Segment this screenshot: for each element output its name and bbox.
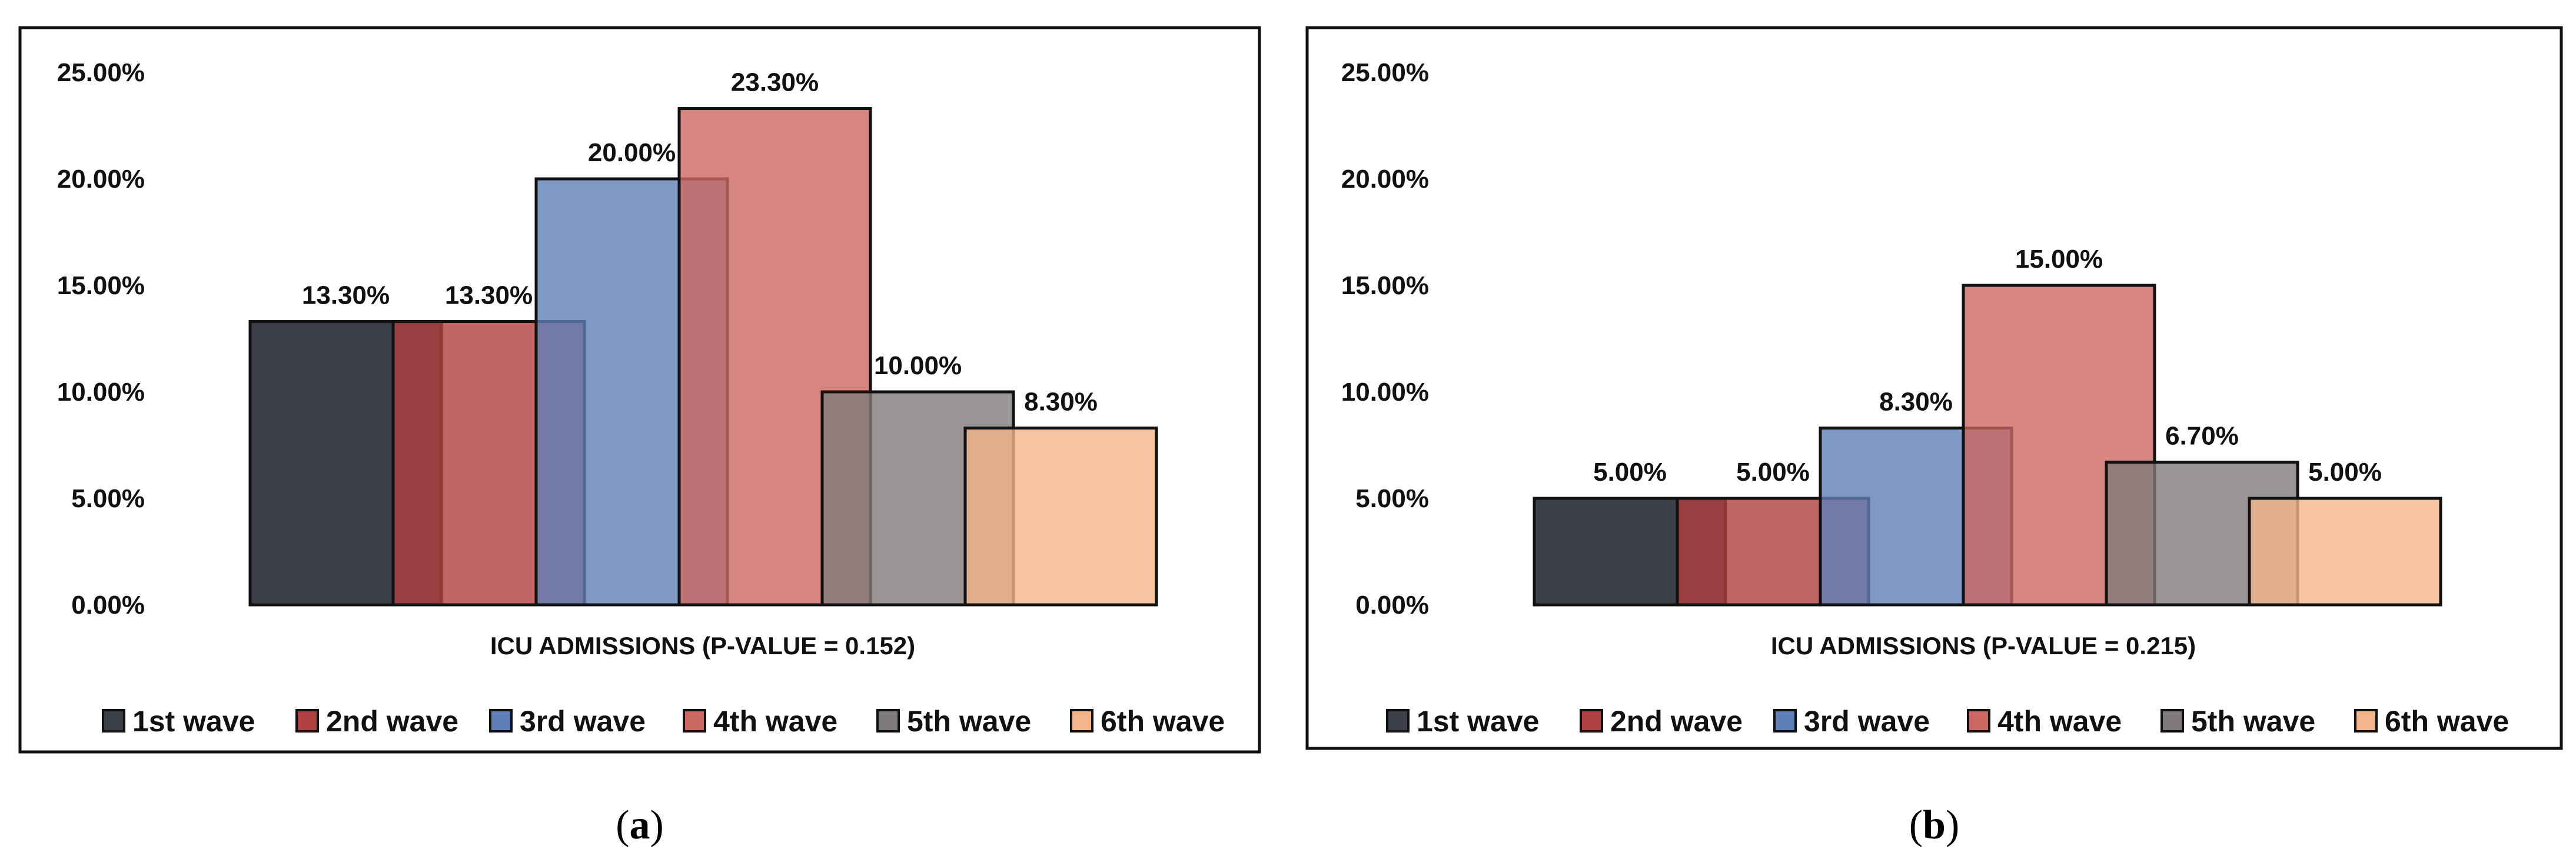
y-tick-label: 20.00% xyxy=(1341,165,1429,194)
data-label: 13.30% xyxy=(445,281,533,310)
legend-swatch xyxy=(2160,709,2184,733)
y-tick-label: 5.00% xyxy=(1355,484,1429,513)
bar-6th-wave xyxy=(2248,497,2442,607)
legend: 1st wave 2nd wave 3rd wave 4th wave 5th wave… xyxy=(1386,705,2509,738)
y-tick-label: 0.00% xyxy=(1355,591,1429,620)
data-label: 15.00% xyxy=(2015,245,2103,274)
legend-label: 6th wave xyxy=(2385,705,2509,738)
data-label: 6.70% xyxy=(2165,421,2239,450)
legend-label: 4th wave xyxy=(713,705,837,738)
legend-item: 3rd wave xyxy=(1773,705,1930,738)
legend-swatch xyxy=(1967,709,1990,733)
y-tick-label: 20.00% xyxy=(57,165,145,194)
bar-6th-wave xyxy=(963,427,1158,607)
y-tick-label: 10.00% xyxy=(1341,378,1429,407)
chart-panel-b: 0.00% 5.00% 10.00% 15.00% 20.00% 25.00% 5.00% 5… xyxy=(1305,26,2563,750)
legend-label: 3rd wave xyxy=(520,705,646,738)
y-tick-label: 25.00% xyxy=(57,58,145,87)
legend-label: 3rd wave xyxy=(1804,705,1930,738)
legend-item: 1st wave xyxy=(102,705,255,738)
data-label: 10.00% xyxy=(874,351,962,380)
x-axis-label: ICU ADMISSIONS (P-VALUE = 0.152) xyxy=(490,632,915,660)
legend-item: 2nd wave xyxy=(295,705,458,738)
legend-item: 2nd wave xyxy=(1580,705,1743,738)
y-tick-label: 15.00% xyxy=(1341,271,1429,300)
data-label: 8.30% xyxy=(1024,388,1098,417)
legend-item: 1st wave xyxy=(1386,705,1539,738)
legend-swatch xyxy=(876,709,900,733)
chart-panel-a: 0.00% 5.00% 10.00% 15.00% 20.00% 25.00% 13.30%… xyxy=(18,26,1261,754)
y-tick-label: 10.00% xyxy=(57,378,145,407)
panel-caption: (a) xyxy=(616,803,664,848)
y-tick-label: 5.00% xyxy=(71,484,145,513)
legend-item: 4th wave xyxy=(1967,705,2122,738)
data-label: 13.30% xyxy=(302,281,390,310)
legend-swatch xyxy=(1386,709,1410,733)
chart-frame xyxy=(1305,26,2563,750)
data-label: 8.30% xyxy=(1879,388,1953,417)
legend: 1st wave 2nd wave 3rd wave 4th wave 5th wave… xyxy=(102,705,1225,738)
data-label: 5.00% xyxy=(2308,458,2382,487)
legend-swatch xyxy=(1070,709,1093,733)
panel-caption: (b) xyxy=(1909,803,1960,848)
legend-item: 3rd wave xyxy=(489,705,646,738)
legend-swatch xyxy=(1580,709,1603,733)
legend-label: 5th wave xyxy=(907,705,1031,738)
legend-swatch xyxy=(683,709,706,733)
y-tick-label: 15.00% xyxy=(57,271,145,300)
data-label: 5.00% xyxy=(1593,458,1667,487)
legend-label: 1st wave xyxy=(1417,705,1539,738)
legend-item: 6th wave xyxy=(2354,705,2509,738)
legend-item: 6th wave xyxy=(1070,705,1225,738)
legend-label: 5th wave xyxy=(2191,705,2315,738)
legend-swatch xyxy=(2354,709,2378,733)
legend-item: 5th wave xyxy=(876,705,1031,738)
legend-item: 4th wave xyxy=(683,705,837,738)
legend-swatch xyxy=(295,709,319,733)
data-label: 20.00% xyxy=(588,138,676,167)
legend-label: 2nd wave xyxy=(326,705,458,738)
legend-item: 5th wave xyxy=(2160,705,2315,738)
y-tick-label: 25.00% xyxy=(1341,58,1429,87)
data-label: 5.00% xyxy=(1736,458,1810,487)
x-axis-label: ICU ADMISSIONS (P-VALUE = 0.215) xyxy=(1771,632,2196,660)
data-label: 23.30% xyxy=(731,68,819,97)
legend-label: 2nd wave xyxy=(1610,705,1743,738)
y-tick-label: 0.00% xyxy=(71,591,145,620)
legend-swatch xyxy=(1773,709,1797,733)
legend-label: 6th wave xyxy=(1101,705,1225,738)
legend-swatch xyxy=(489,709,513,733)
legend-label: 4th wave xyxy=(1997,705,2122,738)
legend-label: 1st wave xyxy=(132,705,255,738)
legend-swatch xyxy=(102,709,125,733)
